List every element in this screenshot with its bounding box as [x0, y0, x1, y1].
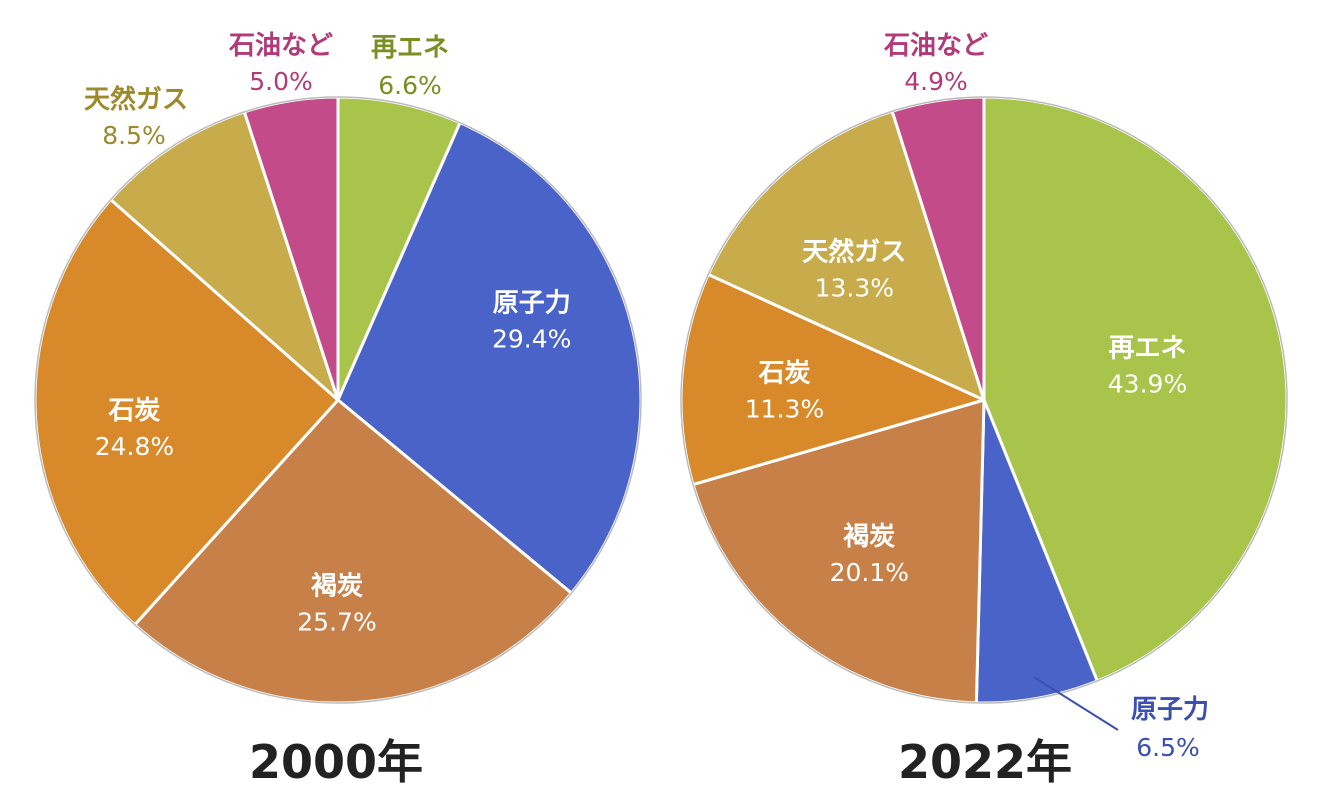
slice-name-label-2000-5: 石油など — [228, 31, 333, 61]
slice-value-label-2022-0: 43.9% — [1108, 369, 1187, 398]
slice-name-label-2022-5: 石油など — [883, 31, 988, 61]
chart-title-2022: 2022年 — [898, 735, 1072, 789]
slice-value-label-2022-5: 4.9% — [904, 67, 968, 96]
slice-name-label-2022-1: 原子力 — [1131, 695, 1209, 725]
slice-name-label-2000-4: 天然ガス — [84, 84, 188, 115]
slice-value-label-2022-1: 6.5% — [1136, 733, 1200, 762]
slice-value-label-2022-2: 20.1% — [830, 558, 909, 587]
slice-value-label-2022-3: 11.3% — [745, 395, 824, 424]
slice-name-label-2022-2: 褐炭 — [843, 521, 895, 552]
slice-value-label-2022-4: 13.3% — [815, 274, 894, 303]
pie-outline-2022 — [680, 96, 1288, 704]
slice-name-label-2022-0: 再エネ — [1108, 333, 1186, 363]
pie-chart-2000: 再エネ 6.6% 原子力 29.4% 褐炭 25.7% 石炭 24.8% 天然ガス 8.5% 石油な… — [33, 31, 643, 705]
leader-line-2022-1 — [1033, 676, 1119, 731]
slice-name-label-2022-3: 石炭 — [757, 359, 810, 389]
slice-value-label-2000-0: 6.6% — [378, 71, 442, 100]
slice-value-label-2000-4: 8.5% — [102, 121, 166, 150]
chart-title-2000: 2000年 — [249, 735, 423, 789]
slice-name-label-2022-4: 天然ガス — [802, 237, 906, 268]
pie-outline-2000 — [34, 96, 642, 704]
slice-value-label-2000-2: 25.7% — [297, 607, 376, 636]
pie-chart-2022: 再エネ 43.9% 原子力 6.5% 褐炭 20.1% 石炭 11.3% 天然ガス 13.3% 石油… — [679, 31, 1289, 762]
slice-value-label-2000-5: 5.0% — [249, 67, 313, 96]
slice-value-label-2000-1: 29.4% — [492, 324, 571, 353]
slice-value-label-2000-3: 24.8% — [95, 432, 174, 461]
slice-name-label-2000-3: 石炭 — [107, 396, 160, 426]
slice-name-label-2000-1: 原子力 — [493, 288, 571, 318]
slice-name-label-2000-0: 再エネ — [371, 33, 449, 63]
slice-name-label-2000-2: 褐炭 — [311, 570, 363, 601]
